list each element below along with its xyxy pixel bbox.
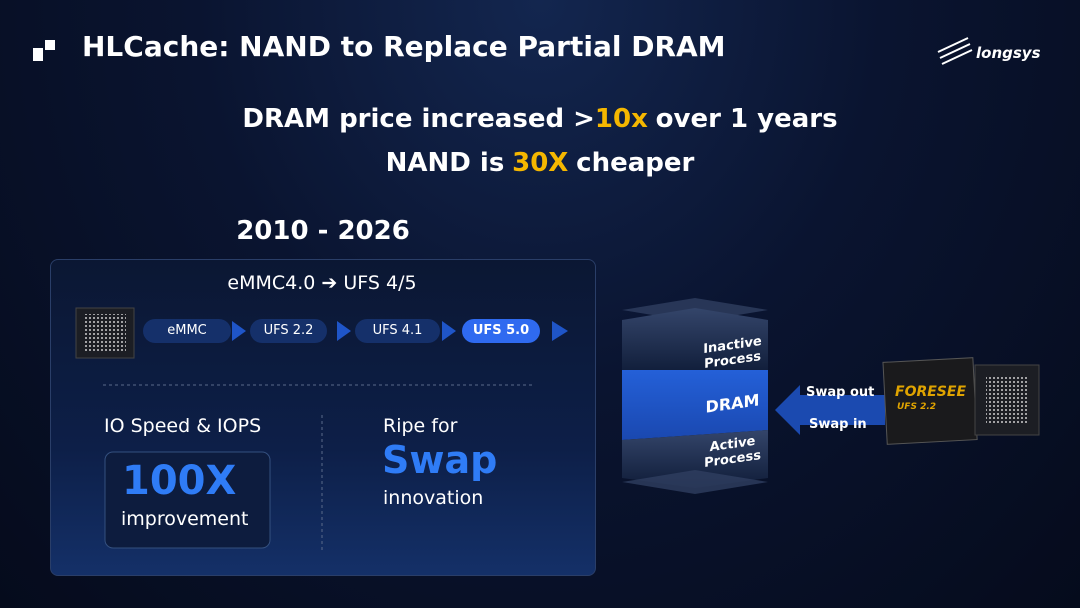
logo: longsys <box>976 44 1041 62</box>
swap-in: Swap in <box>809 417 867 432</box>
swap-out: Swap out <box>806 385 875 400</box>
timeline-subtitle: eMMC4.0 ➔ UFS 4/5 <box>227 272 417 294</box>
stage: eMMC <box>143 319 231 343</box>
chip-brand: FORESEE <box>895 384 967 400</box>
headline-text: NAND is <box>385 148 505 178</box>
stage: UFS 4.1 <box>355 319 440 343</box>
chip-model: UFS 2.2 <box>897 402 937 412</box>
slide-title: HLCache: NAND to Replace Partial DRAM <box>82 30 726 63</box>
benefit-label: IO Speed & IOPS <box>104 415 262 437</box>
headline: NAND is 30X cheaper <box>0 148 1080 178</box>
benefit-value: 100X <box>122 458 237 504</box>
headline: DRAM price increased >10x over 1 years <box>0 104 1080 134</box>
benefit-label: Ripe for <box>383 415 458 437</box>
headline-highlight: 30X <box>512 148 569 178</box>
stage: UFS 2.2 <box>250 319 327 343</box>
headline-text: over 1 years <box>655 104 838 134</box>
headline-text: cheaper <box>576 148 695 178</box>
headline-text: DRAM price increased > <box>242 104 595 134</box>
benefit-caption: improvement <box>121 508 249 530</box>
benefit-value: Swap <box>382 438 498 482</box>
benefit-caption: innovation <box>383 487 484 509</box>
stage: UFS 5.0 <box>462 319 540 343</box>
period: 2010 - 2026 <box>236 216 410 246</box>
headline-highlight: 10x <box>594 104 648 134</box>
